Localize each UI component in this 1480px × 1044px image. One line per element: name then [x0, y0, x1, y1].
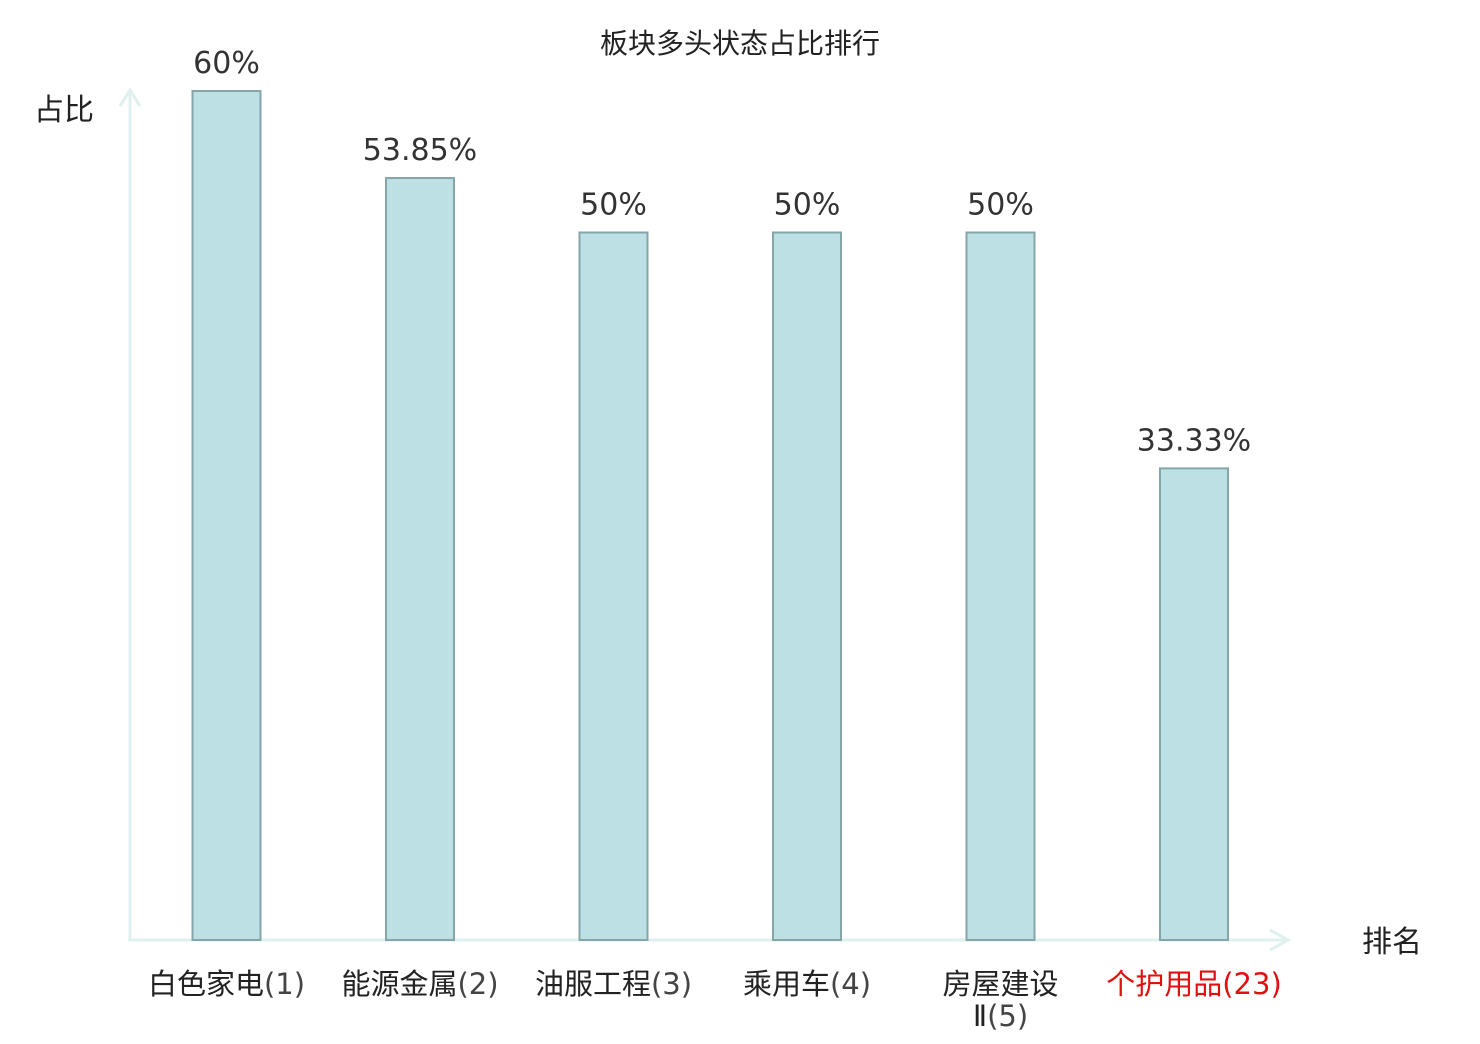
bars-group	[191, 90, 1229, 941]
axes	[118, 87, 1292, 952]
bar-value-label: 50%	[580, 188, 647, 223]
bar	[191, 90, 262, 941]
category-name: 能源金属	[341, 967, 457, 1001]
x-axis-label: 排名	[1362, 925, 1422, 960]
category-label: 个护用品(23)	[1106, 967, 1282, 1001]
category-name: 白色家电	[148, 967, 264, 1001]
category-name: 乘用车	[743, 967, 830, 1001]
category-name: 房屋建设	[942, 967, 1058, 1001]
category-label: 房屋建设 Ⅱ(5)	[942, 967, 1058, 1033]
bar-value-label: 60%	[193, 46, 260, 81]
category-rank: (4)	[830, 967, 871, 1001]
bar	[1159, 467, 1229, 941]
y-axis-arrow-icon	[118, 87, 142, 107]
category-label: 乘用车(4)	[743, 967, 871, 1001]
x-axis-arrow-icon	[1269, 928, 1292, 952]
category-name-line2: Ⅱ	[973, 999, 987, 1033]
bar-value-label: 50%	[967, 188, 1034, 223]
category-rank: (1)	[264, 967, 305, 1001]
chart-title: 板块多头状态占比排行	[600, 27, 880, 60]
y-axis-label: 占比	[34, 93, 94, 128]
category-rank: (2)	[457, 967, 498, 1001]
category-rank: (3)	[651, 967, 692, 1001]
category-labels-group: 白色家电(1) 能源金属(2) 油服工程(3) 乘用车(4) 房屋建设 Ⅱ(5)个护用品(…	[148, 967, 1282, 1033]
bar	[385, 177, 455, 941]
bar	[965, 231, 1036, 941]
category-label: 能源金属(2)	[341, 967, 498, 1001]
category-label: 白色家电(1)	[148, 967, 305, 1001]
category-name: 油服工程	[535, 967, 651, 1001]
category-rank: (5)	[987, 999, 1028, 1033]
category-label: 油服工程(3)	[535, 967, 692, 1001]
bar-value-label: 33.33%	[1137, 423, 1251, 458]
bar-value-label: 50%	[774, 188, 841, 223]
category-rank: (23)	[1222, 967, 1282, 1001]
bar	[772, 231, 842, 941]
bar-value-label: 53.85%	[363, 133, 477, 168]
value-labels-group: 60% 53.85% 50% 50% 50% 33.33%	[193, 46, 1251, 458]
category-name: 个护用品	[1106, 967, 1222, 1001]
bar	[578, 231, 649, 941]
